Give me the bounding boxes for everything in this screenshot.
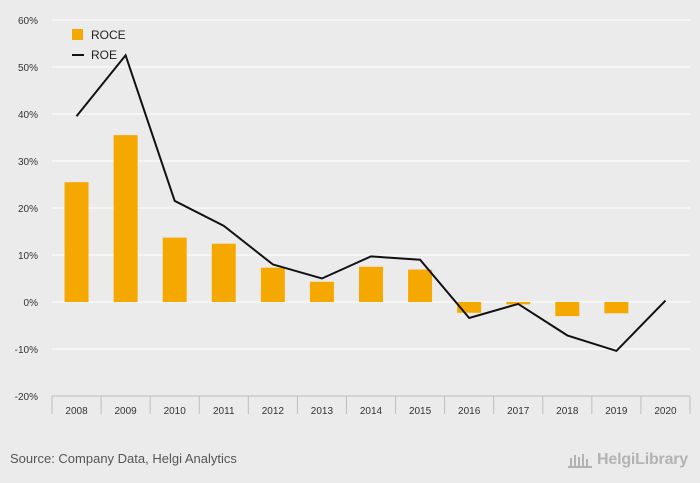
- x-tick-label: 2010: [164, 406, 187, 417]
- bar-roce: [211, 243, 236, 302]
- bar-roce: [309, 281, 334, 302]
- x-tick-label: 2017: [507, 406, 530, 417]
- bar-roce: [457, 302, 482, 313]
- legend-label-roe: ROE: [91, 48, 117, 62]
- chart-svg: -20% -10% 0% 10% 20% 30% 40% 50% 60% 2008 2009 2010…: [15, 16, 691, 417]
- line-roe: [75, 53, 667, 353]
- x-tick-label: 2015: [409, 406, 432, 417]
- y-tick-label: 50%: [18, 63, 38, 74]
- x-tick-label: 2008: [65, 406, 88, 417]
- y-tick-label: 60%: [18, 16, 38, 27]
- brand-logo: HelgiLibrary: [567, 449, 688, 471]
- x-tick-label: 2016: [458, 406, 481, 417]
- y-tick-label: 0%: [24, 298, 39, 309]
- x-tick-label: 2013: [311, 406, 334, 417]
- chart: -20% -10% 0% 10% 20% 30% 40% 50% 60% 2008 2009 2010…: [15, 16, 691, 417]
- bar-roce: [359, 266, 383, 302]
- legend-label-roce: ROCE: [91, 28, 126, 42]
- bar-roce: [604, 302, 629, 314]
- bar-roce: [555, 302, 580, 317]
- y-tick-label: 10%: [18, 251, 38, 262]
- y-tick-label: 20%: [18, 204, 38, 215]
- library-building-icon: [568, 454, 593, 468]
- source-text: Source: Company Data, Helgi Analytics: [10, 451, 237, 466]
- x-tick-label: 2012: [262, 406, 285, 417]
- x-tick-label: 2009: [114, 406, 137, 417]
- y-tick-label: -10%: [15, 345, 38, 356]
- bar-roce: [260, 267, 285, 302]
- bar-roce: [64, 182, 89, 302]
- y-tick-label: 40%: [18, 110, 38, 121]
- x-tick-label: 2014: [360, 406, 383, 417]
- legend-swatch-roce: [72, 29, 83, 40]
- y-tick-label: -20%: [15, 392, 38, 403]
- y-tick-label: 30%: [18, 157, 38, 168]
- x-tick-label: 2018: [556, 406, 579, 417]
- footer: Source: Company Data, Helgi Analytics He…: [0, 445, 700, 483]
- x-tick-label: 2020: [654, 406, 677, 417]
- x-tick-label: 2019: [605, 406, 628, 417]
- bar-roce: [162, 237, 187, 302]
- bar-roce: [113, 135, 138, 302]
- brand-name: HelgiLibrary: [597, 451, 688, 468]
- bar-roce: [408, 269, 433, 302]
- x-tick-label: 2011: [213, 406, 235, 417]
